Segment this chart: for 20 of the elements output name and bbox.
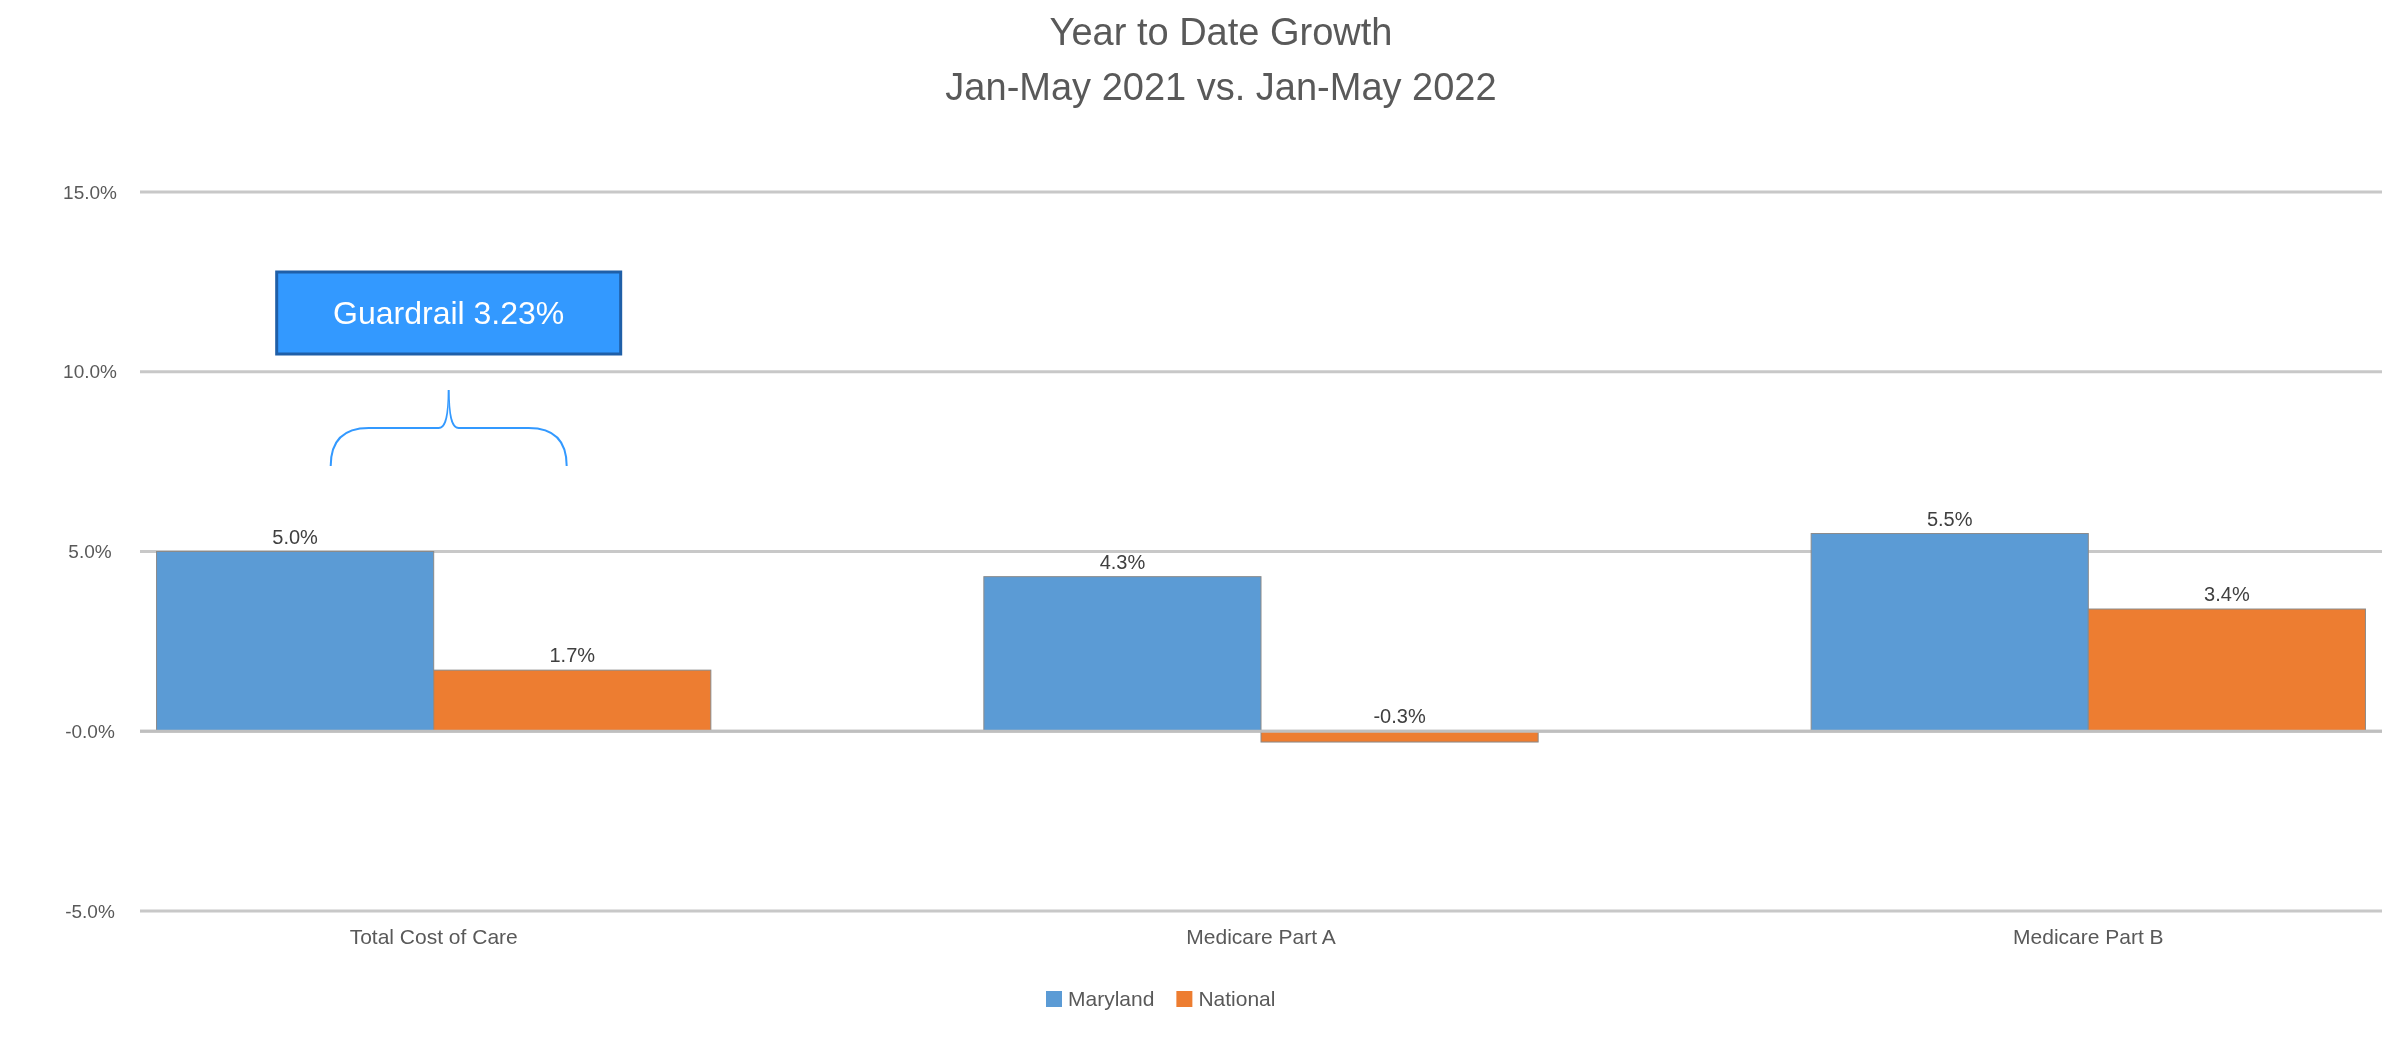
bar: [983, 576, 1262, 732]
data-label: 5.0%: [272, 525, 319, 548]
y-tick-label: 10.0%: [63, 361, 118, 383]
data-label: 5.5%: [1926, 507, 1973, 530]
data-label: 4.3%: [1099, 550, 1146, 573]
y-tick-label: 15.0%: [63, 181, 118, 203]
legend-label: National: [1198, 987, 1276, 1010]
x-tick-label: Total Cost of Care: [349, 924, 518, 948]
x-tick-label: Medicare Part B: [2013, 924, 2164, 948]
y-tick-label: -5.0%: [65, 900, 115, 922]
chart-title: Year to Date Growth: [1049, 11, 1393, 53]
data-label: -0.3%: [1373, 705, 1426, 728]
y-tick-label: -0.0%: [65, 720, 115, 742]
chart-subtitle: Jan-May 2021 vs. Jan-May 2022: [945, 66, 1497, 108]
x-tick-label: Medicare Part A: [1186, 924, 1336, 948]
annotation: Guardrail 3.23%: [333, 295, 565, 331]
y-tick-label: 5.0%: [68, 541, 112, 563]
legend-label: Maryland: [1068, 987, 1155, 1010]
data-label: 1.7%: [549, 644, 596, 667]
data-label: 3.4%: [2204, 583, 2250, 606]
